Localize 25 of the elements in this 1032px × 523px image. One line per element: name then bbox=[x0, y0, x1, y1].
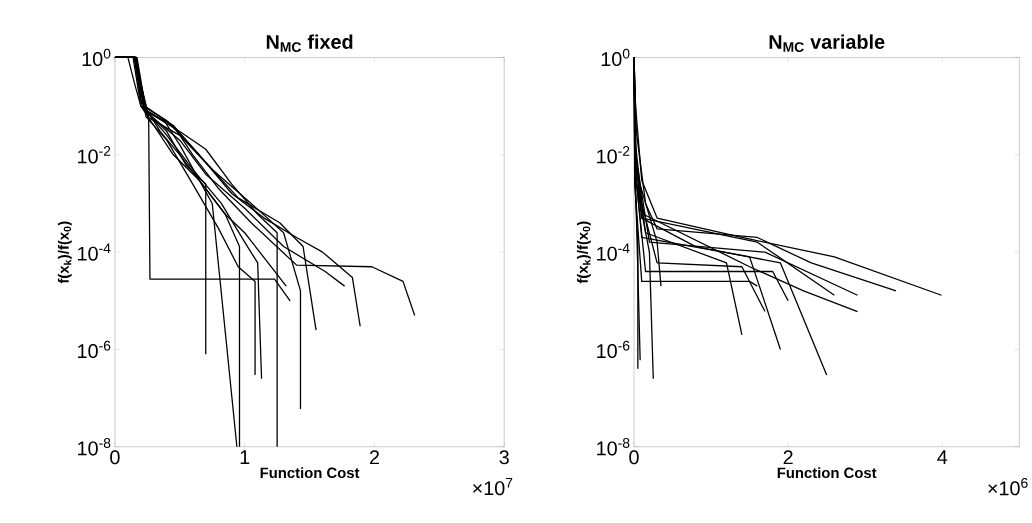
y-tick-label: 10$^{-6}$ bbox=[78, 340, 111, 359]
chart-title: N$_{MC}$ variable bbox=[769, 34, 885, 52]
y-tick-label: 10$^{-2}$ bbox=[597, 146, 630, 164]
x-tick-label: 1 bbox=[240, 450, 250, 464]
x-tick-label: 4 bbox=[937, 450, 948, 464]
y-tick-label: 10$^{-8}$ bbox=[78, 438, 111, 456]
y-tick-label: 10$^{-2}$ bbox=[78, 146, 111, 164]
x-axis-title: Function Cost bbox=[260, 467, 360, 479]
x-axis-title: Function Cost bbox=[777, 467, 877, 479]
chart-title: N$_{MC}$ fixed bbox=[266, 34, 353, 52]
y-tick-label: 10$^{0}$ bbox=[601, 48, 630, 67]
y-tick-label: 10$^{-6}$ bbox=[597, 340, 630, 359]
y-axis-title: f(x$_{k}$)/f(x$_{0}$) bbox=[57, 221, 72, 284]
x-tick-label: 2 bbox=[369, 450, 379, 465]
x-tick-label: 3 bbox=[499, 450, 509, 465]
y-tick-label: 10$^{-4}$ bbox=[78, 243, 111, 261]
x-tick-label: 2 bbox=[783, 450, 793, 465]
y-tick-label: 10$^{-8}$ bbox=[597, 438, 630, 456]
text: ×10$^{6}$ bbox=[988, 477, 1028, 496]
y-tick-label: 10$^{0}$ bbox=[82, 48, 111, 67]
y-tick-label: 10$^{-4}$ bbox=[597, 243, 630, 261]
text: ×10$^{7}$ bbox=[473, 478, 513, 496]
y-axis-title: f(x$_{k}$)/f(x$_{0}$) bbox=[576, 221, 591, 284]
x-tick-label: 0 bbox=[629, 450, 639, 465]
x-tick-label: 0 bbox=[110, 450, 120, 465]
